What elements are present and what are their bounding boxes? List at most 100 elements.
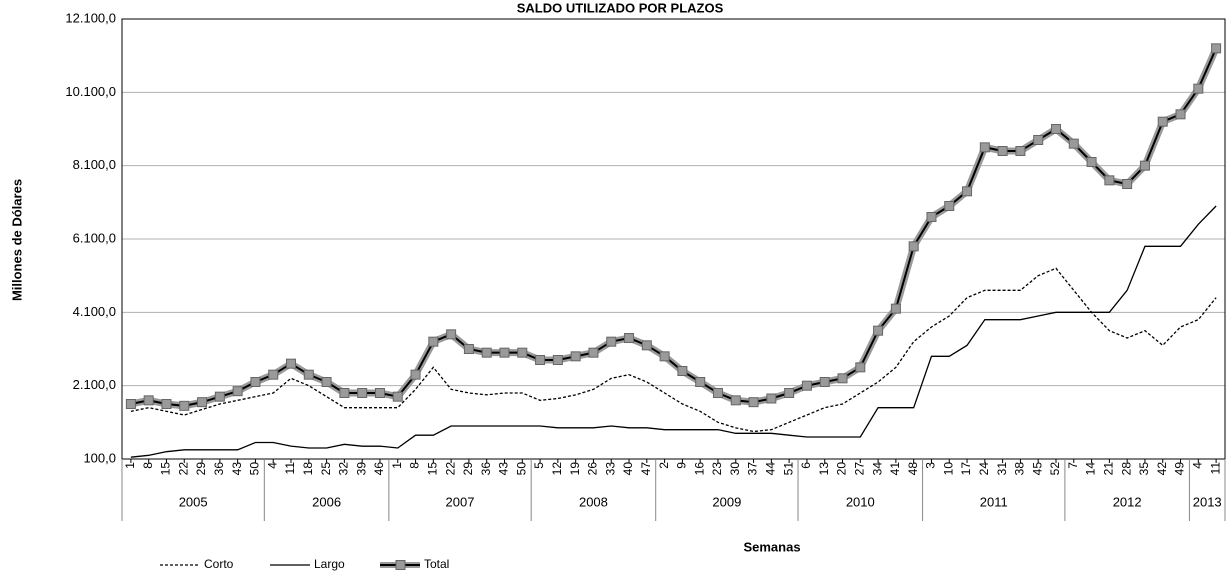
year-label: 2009	[712, 494, 741, 509]
series-marker	[1033, 135, 1044, 145]
series-marker	[161, 399, 172, 409]
y-tick-label: 12.100,0	[65, 10, 116, 25]
series-marker	[944, 201, 955, 211]
series-marker	[997, 146, 1008, 156]
x-tick-label: 4	[265, 462, 279, 469]
x-tick-label: 25	[319, 462, 333, 476]
x-tick-label: 11	[283, 462, 297, 475]
x-axis-title: Semanas	[743, 539, 800, 554]
x-tick-label: 7	[1066, 462, 1080, 469]
x-tick-label: 34	[870, 462, 884, 476]
x-tick-label: 27	[852, 462, 866, 476]
x-tick-label: 9	[675, 462, 689, 469]
series-marker	[712, 388, 723, 398]
x-tick-label: 5	[532, 462, 546, 469]
series-marker	[890, 303, 901, 314]
y-tick-label: 4.100,0	[73, 304, 116, 319]
series-marker	[962, 186, 973, 197]
year-label: 2005	[179, 494, 208, 509]
series-marker	[499, 347, 510, 358]
series-marker	[677, 366, 688, 376]
x-tick-label: 50	[514, 462, 528, 476]
series-marker	[125, 399, 136, 409]
x-tick-label: 46	[372, 462, 386, 476]
x-tick-label: 17	[959, 462, 973, 476]
x-tick-label: 1	[390, 462, 404, 469]
x-tick-label: 36	[479, 462, 493, 476]
legend-label: Corto	[204, 557, 234, 571]
legend-marker	[395, 560, 406, 570]
x-tick-label: 23	[710, 462, 724, 476]
year-label: 2011	[980, 494, 1008, 509]
series-marker	[784, 388, 795, 398]
year-label: 2008	[579, 494, 608, 509]
y-tick-label: 10.100,0	[65, 84, 116, 99]
series-marker	[1193, 83, 1204, 94]
series-marker	[730, 395, 741, 406]
series-marker	[1157, 116, 1168, 127]
x-tick-label: 18	[301, 462, 315, 476]
series-marker	[819, 377, 830, 387]
x-tick-label: 30	[728, 462, 742, 476]
x-tick-label: 14	[1084, 462, 1098, 476]
x-tick-label: 8	[141, 462, 155, 469]
series-marker	[1122, 179, 1133, 189]
series-marker	[624, 333, 635, 343]
series-marker	[446, 329, 457, 340]
series-marker	[428, 336, 439, 347]
series-marker	[1175, 109, 1186, 120]
x-tick-label: 20	[835, 462, 849, 476]
x-tick-label: 39	[354, 462, 368, 476]
x-tick-label: 13	[817, 462, 831, 476]
x-tick-label: 12	[550, 462, 564, 476]
series-marker	[1086, 157, 1097, 167]
x-tick-label: 19	[568, 462, 582, 476]
plot-frame	[121, 18, 1226, 460]
x-tick-label: 11	[1208, 462, 1222, 475]
x-tick-label: 37	[746, 462, 760, 476]
series-marker	[1015, 146, 1026, 156]
series-line	[130, 205, 1217, 458]
x-tick-label: 26	[586, 462, 600, 476]
series-marker	[908, 241, 919, 252]
y-tick-label: 6.100,0	[73, 230, 116, 245]
series-line	[130, 267, 1217, 433]
x-tick-label: 15	[159, 462, 173, 476]
series-marker	[143, 395, 154, 406]
series-marker	[979, 142, 990, 153]
chart-title: SALDO UTILIZADO POR PLAZOS	[517, 0, 724, 15]
series-marker	[837, 373, 848, 384]
series-marker	[1104, 175, 1115, 186]
series-marker	[748, 397, 759, 408]
year-label: 2012	[1113, 494, 1142, 509]
legend-label: Largo	[314, 557, 345, 571]
y-tick-label: 8.100,0	[73, 157, 116, 172]
x-tick-label: 22	[443, 462, 457, 476]
series-marker	[410, 369, 421, 380]
x-tick-label: 28	[1119, 462, 1133, 476]
series-line-halo	[130, 46, 1220, 410]
x-tick-label: 45	[1030, 462, 1044, 476]
y-tick-label: 100,0	[83, 450, 116, 465]
series-marker	[286, 358, 297, 369]
year-label: 2013	[1193, 494, 1222, 509]
x-tick-label: 10	[941, 462, 955, 476]
x-tick-label: 51	[781, 462, 795, 476]
x-tick-label: 1	[123, 462, 137, 469]
y-axis-title: Millones de Dólares	[9, 179, 24, 301]
y-tick-label: 2.100,0	[73, 377, 116, 392]
series-marker	[1050, 124, 1061, 134]
series-marker	[1068, 138, 1079, 149]
x-tick-label: 52	[1048, 462, 1062, 476]
series-marker	[1139, 160, 1150, 171]
x-tick-label: 40	[621, 462, 635, 476]
legend-label: Total	[424, 557, 449, 571]
series-marker	[588, 347, 599, 358]
x-tick-label: 38	[1013, 462, 1027, 476]
series-marker	[268, 369, 279, 380]
series-line	[130, 47, 1218, 407]
year-label: 2006	[312, 494, 341, 509]
series-marker	[855, 362, 866, 373]
x-tick-label: 32	[337, 462, 351, 476]
